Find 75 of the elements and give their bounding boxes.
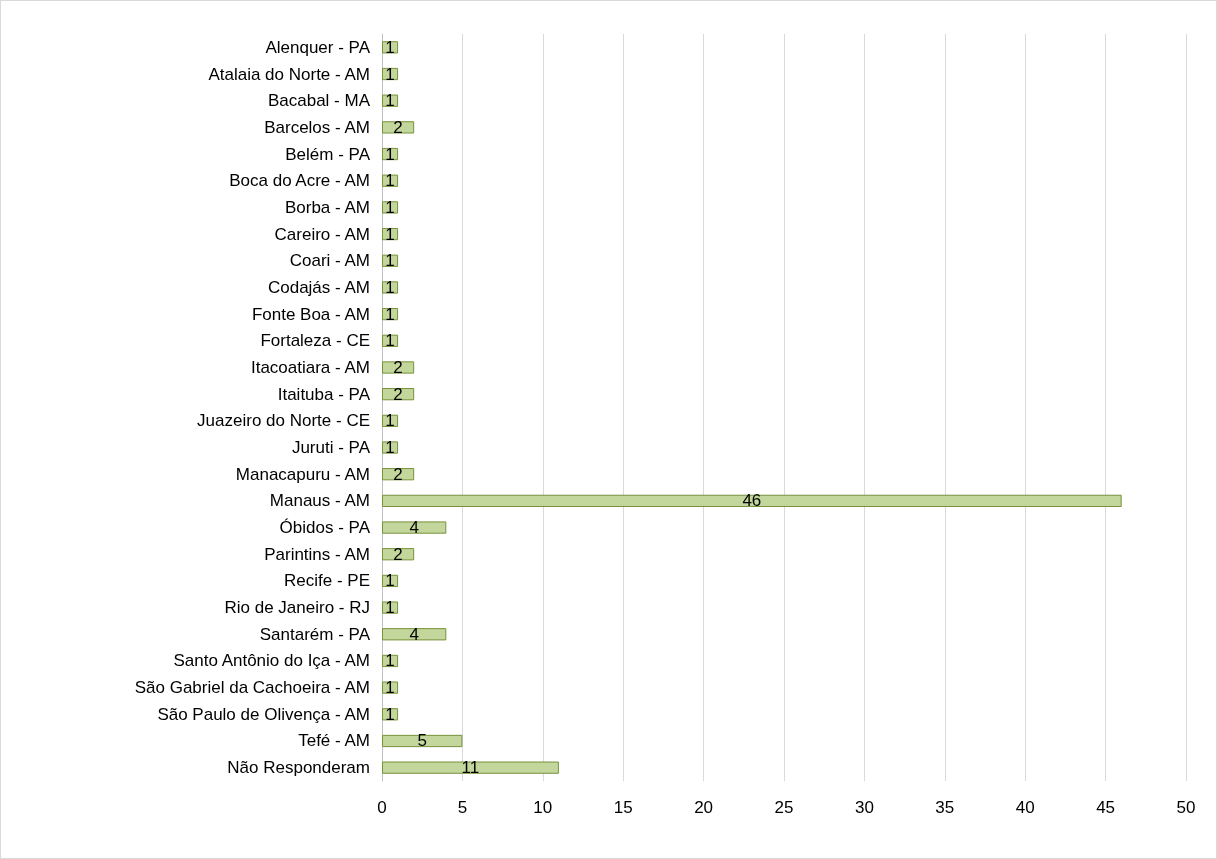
y-tick-label: Manacapuru - AM — [235, 464, 370, 484]
data-label: 1 — [385, 651, 395, 671]
y-tick-label: São Gabriel da Cachoeira - AM — [134, 678, 370, 698]
data-label: 2 — [393, 117, 403, 137]
data-label: 1 — [385, 144, 395, 164]
y-tick-label: Itaituba - PA — [277, 384, 371, 404]
y-tick-label: Careiro - AM — [274, 224, 370, 244]
data-label: 1 — [385, 678, 395, 698]
y-tick-label: Borba - AM — [284, 197, 370, 217]
y-tick-label: Óbidos - PA — [279, 518, 371, 538]
y-tick-label: Fonte Boa - AM — [251, 304, 370, 324]
y-tick-label: Boca do Acre - AM — [229, 171, 370, 191]
x-tick-label: 40 — [1015, 798, 1035, 817]
x-tick-label: 25 — [774, 798, 794, 817]
y-tick-label: Juruti - PA — [291, 438, 371, 458]
x-tick-label: 0 — [377, 798, 387, 817]
data-label: 1 — [385, 277, 395, 297]
data-label: 11 — [461, 758, 480, 778]
bar — [382, 628, 447, 641]
y-tick-label: Tefé - AM — [298, 731, 370, 751]
y-tick-label: Fortaleza - CE — [260, 331, 370, 351]
data-label: 1 — [385, 411, 395, 431]
data-label: 1 — [385, 598, 395, 618]
bar — [382, 361, 415, 374]
data-label: 1 — [385, 37, 395, 57]
data-label: 46 — [742, 491, 762, 511]
data-label: 2 — [393, 544, 403, 564]
data-label: 1 — [385, 304, 395, 324]
x-tick-label: 20 — [694, 798, 714, 817]
bar — [382, 548, 415, 561]
y-tick-label: Belém - PA — [285, 144, 371, 164]
x-tick-label: 35 — [935, 798, 955, 817]
y-tick-label: Recife - PE — [284, 571, 370, 591]
x-tick-label: 45 — [1096, 798, 1116, 817]
data-label: 1 — [385, 251, 395, 271]
x-tick-label: 10 — [533, 798, 553, 817]
data-label: 4 — [409, 624, 419, 644]
bar — [382, 734, 463, 748]
y-tick-label: Atalaia do Norte - AM — [208, 64, 370, 84]
y-tick-label: Santarém - PA — [259, 624, 371, 644]
data-label: 1 — [385, 91, 395, 111]
y-tick-label: Rio de Janeiro - RJ — [224, 598, 370, 618]
y-tick-label: Manaus - AM — [269, 491, 370, 511]
x-tick-label: 15 — [613, 798, 633, 817]
x-tick-label: 30 — [854, 798, 874, 817]
data-label: 4 — [409, 518, 419, 538]
y-tick-label: Santo Antônio do Iça - AM — [173, 651, 370, 671]
y-tick-label: São Paulo de Olivença - AM — [157, 704, 370, 724]
data-label: 2 — [393, 464, 403, 484]
data-label: 1 — [385, 64, 395, 84]
x-tick-label: 50 — [1176, 798, 1196, 817]
data-label: 1 — [385, 224, 395, 244]
x-tick-label: 5 — [457, 798, 468, 817]
data-label: 2 — [393, 357, 403, 377]
bar — [382, 494, 1122, 508]
data-label: 1 — [385, 704, 395, 724]
data-label: 2 — [393, 384, 403, 404]
y-tick-label: Alenquer - PA — [265, 37, 371, 57]
y-tick-label: Bacabal - MA — [267, 91, 371, 111]
data-label: 1 — [385, 331, 395, 351]
y-tick-label: Itacoatiara - AM — [250, 357, 370, 377]
data-label: 1 — [385, 171, 395, 191]
data-label: 1 — [385, 197, 395, 217]
data-label: 1 — [385, 571, 395, 591]
data-label: 1 — [385, 438, 395, 458]
data-label: 5 — [417, 731, 427, 751]
y-tick-label: Codajás - AM — [267, 277, 370, 297]
bar — [382, 121, 415, 134]
y-tick-label: Juazeiro do Norte - CE — [197, 411, 370, 431]
bar — [382, 521, 447, 534]
y-tick-label: Barcelos - AM — [264, 117, 370, 137]
y-tick-label: Parintins - AM — [264, 544, 370, 564]
y-tick-label: Coari - AM — [289, 251, 370, 271]
bar — [382, 761, 559, 774]
y-tick-label: Não Responderam — [227, 758, 370, 778]
